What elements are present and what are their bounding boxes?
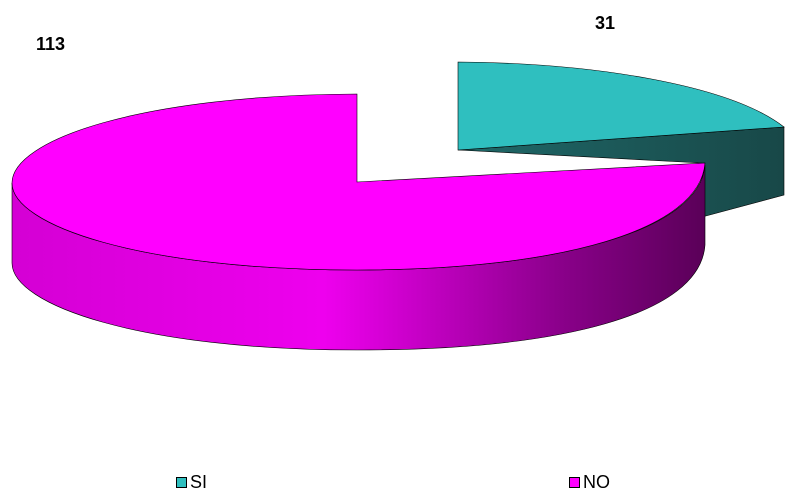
data-label-si: 31 (595, 13, 615, 33)
pie-slice-no-top (11, 93, 706, 271)
pie-slice-si-top (457, 61, 785, 151)
legend-swatch-si (176, 477, 187, 488)
legend-item-si: SI (176, 472, 207, 493)
legend-label-no: NO (583, 472, 610, 492)
legend-label-si: SI (190, 472, 208, 492)
pie-slice-no (11, 93, 706, 351)
legend-swatch-no (569, 477, 580, 488)
legend-item-no: NO (569, 472, 610, 493)
data-label-no: 113 (36, 34, 65, 54)
